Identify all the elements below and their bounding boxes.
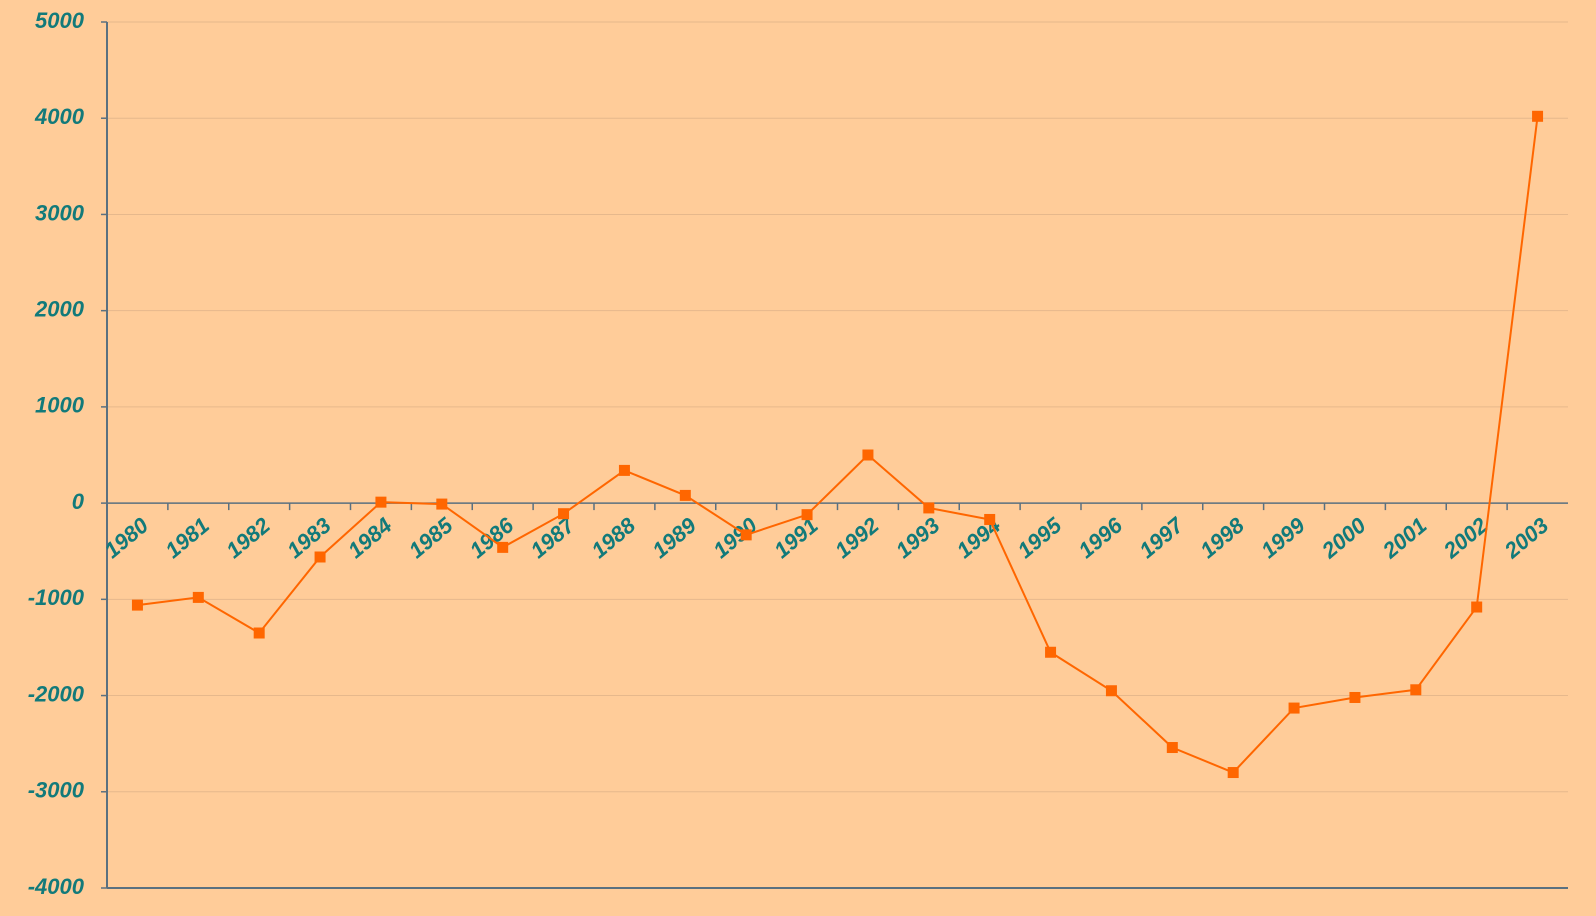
x-tick-label: 1996 [1074, 512, 1128, 563]
x-tick-label: 1992 [830, 512, 884, 563]
x-tick-label: 1982 [221, 512, 275, 563]
y-tick-label: -1000 [28, 585, 85, 610]
point-marker [923, 502, 935, 514]
point-marker [801, 509, 813, 521]
x-tick-label: 1984 [343, 513, 397, 564]
x-tick-label: 1995 [1013, 512, 1067, 563]
y-tick-label: -2000 [28, 681, 85, 706]
x-tick-label: 1988 [587, 512, 641, 563]
series-line [137, 116, 1539, 774]
point-marker [497, 541, 509, 553]
y-tick-label: -4000 [28, 874, 85, 899]
x-tick-label: 1993 [891, 513, 945, 564]
point-marker [862, 449, 874, 461]
x-tick-label: 2001 [1377, 513, 1431, 564]
point-marker [1410, 684, 1422, 696]
point-marker [131, 599, 143, 611]
point-marker [375, 496, 387, 508]
point-marker [314, 551, 326, 563]
x-tick-label: 1983 [282, 513, 336, 564]
point-marker [1166, 742, 1178, 754]
point-marker [1349, 691, 1361, 703]
x-tick-label: 1990 [708, 512, 762, 563]
point-marker [1105, 685, 1117, 697]
point-marker [192, 591, 204, 603]
x-tick-label: 1997 [1134, 511, 1189, 563]
y-tick-label: 5000 [35, 8, 85, 33]
y-tick-label: 3000 [35, 200, 85, 225]
point-marker [1471, 601, 1483, 613]
y-tick-label: -3000 [28, 778, 85, 803]
point-marker [253, 627, 265, 639]
point-marker [1532, 110, 1544, 122]
x-tick-label: 1998 [1195, 512, 1249, 563]
point-marker [558, 508, 570, 520]
x-tick-label: 2000 [1316, 512, 1371, 564]
x-tick-label: 1999 [1256, 512, 1310, 563]
point-marker [436, 498, 448, 510]
x-tick-label: 1981 [160, 513, 214, 564]
x-tick-label: 1986 [465, 512, 519, 563]
y-tick-label: 0 [72, 489, 85, 514]
point-marker [679, 489, 691, 501]
x-tick-label: 1985 [404, 512, 458, 563]
y-tick-label: 4000 [34, 104, 85, 129]
point-marker [984, 513, 996, 525]
y-tick-label: 1000 [35, 393, 85, 418]
x-tick-label: 1989 [647, 512, 701, 563]
point-marker [1227, 767, 1239, 779]
point-marker [1045, 646, 1057, 658]
point-marker [1288, 702, 1300, 714]
point-marker [740, 529, 752, 541]
point-marker [618, 464, 630, 476]
y-tick-label: 2000 [34, 296, 85, 321]
x-tick-label: 2003 [1499, 513, 1553, 564]
x-tick-label: 1991 [769, 513, 823, 564]
